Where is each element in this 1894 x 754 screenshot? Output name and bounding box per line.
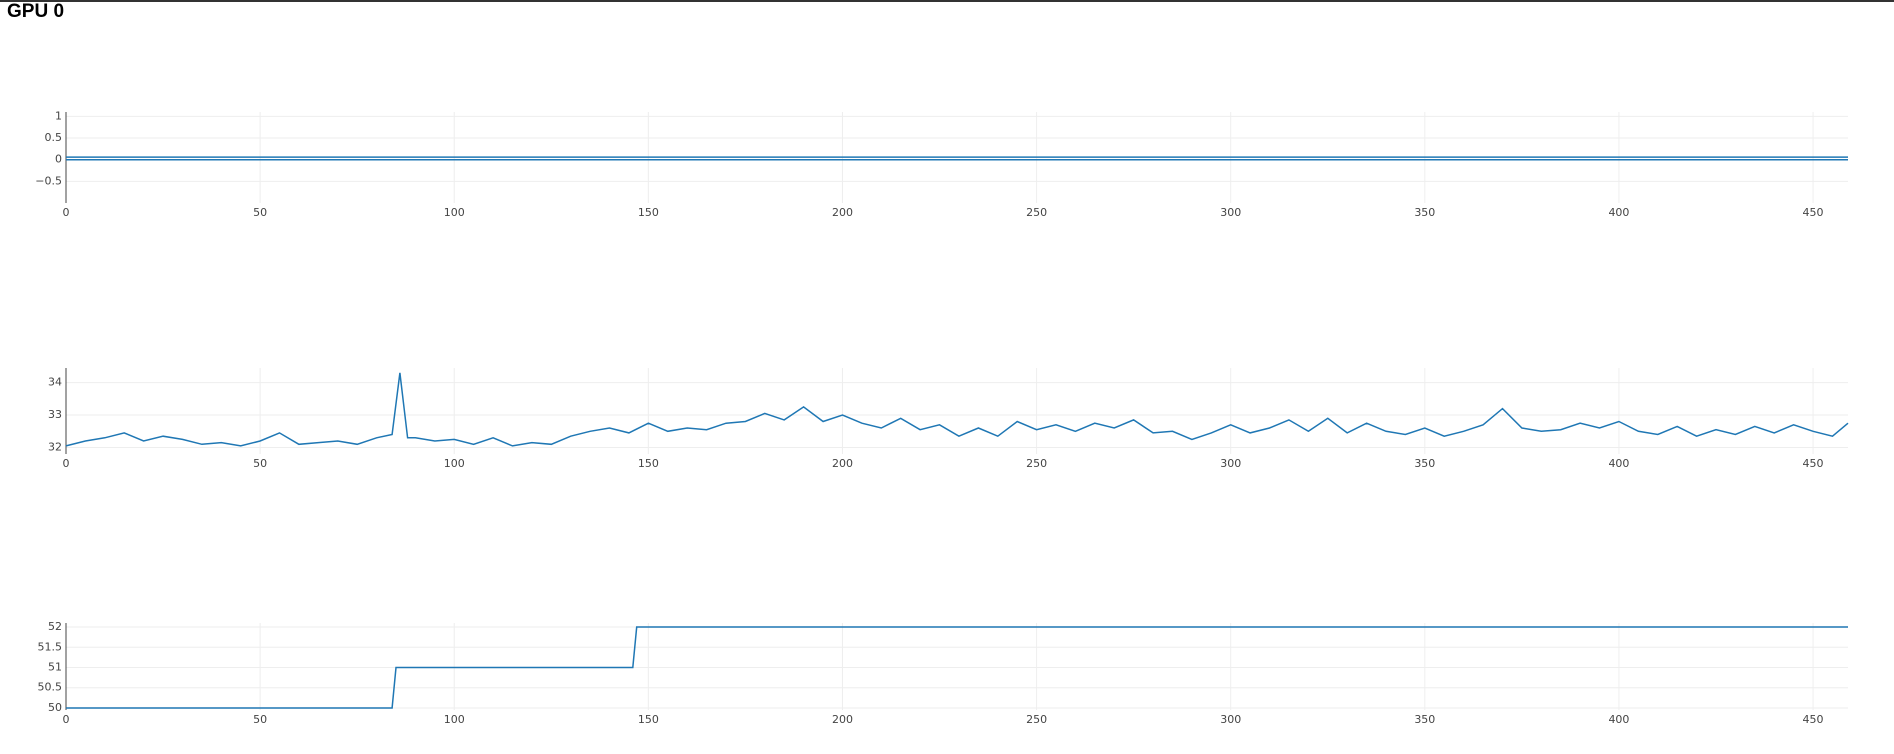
x-tick-label: 350	[1414, 713, 1435, 726]
x-tick-label: 450	[1803, 206, 1824, 219]
x-tick-label: 50	[253, 713, 267, 726]
page-title: GPU 0	[7, 1, 64, 22]
y-tick-label: −0.5	[35, 174, 62, 187]
x-tick-label: 0	[63, 713, 70, 726]
x-tick-label: 350	[1414, 206, 1435, 219]
x-tick-label: 250	[1026, 457, 1047, 470]
x-tick-label: 50	[253, 457, 267, 470]
y-tick-label: 1	[55, 109, 62, 122]
y-tick-label: 52	[48, 620, 62, 633]
y-tick-label: 50.5	[38, 681, 63, 694]
x-tick-label: 250	[1026, 206, 1047, 219]
x-tick-label: 50	[253, 206, 267, 219]
x-tick-label: 450	[1803, 457, 1824, 470]
y-tick-label: 0.5	[45, 131, 63, 144]
x-tick-label: 300	[1220, 457, 1241, 470]
y-tick-label: 0	[55, 153, 62, 166]
y-tick-label: 50	[48, 701, 62, 714]
y-tick-label: 51	[48, 661, 62, 674]
data-line	[65, 372, 1849, 447]
x-tick-label: 450	[1803, 713, 1824, 726]
y-tick-label: 51.5	[38, 640, 63, 653]
x-tick-label: 0	[63, 457, 70, 470]
x-tick-label: 150	[638, 457, 659, 470]
x-tick-label: 300	[1220, 713, 1241, 726]
x-tick-label: 100	[444, 206, 465, 219]
x-tick-label: 300	[1220, 206, 1241, 219]
x-tick-label: 100	[444, 713, 465, 726]
x-tick-label: 250	[1026, 713, 1047, 726]
x-tick-label: 200	[832, 206, 853, 219]
x-tick-label: 200	[832, 457, 853, 470]
y-tick-label: 32	[48, 441, 62, 454]
x-tick-label: 100	[444, 457, 465, 470]
x-tick-label: 350	[1414, 457, 1435, 470]
x-tick-label: 150	[638, 206, 659, 219]
y-tick-label: 33	[48, 408, 62, 421]
y-tick-label: 34	[48, 376, 62, 389]
data-line	[66, 626, 1848, 709]
x-tick-label: 400	[1608, 457, 1629, 470]
x-tick-label: 150	[638, 713, 659, 726]
x-tick-label: 400	[1608, 206, 1629, 219]
x-tick-label: 200	[832, 713, 853, 726]
x-tick-label: 0	[63, 206, 70, 219]
x-tick-label: 400	[1608, 713, 1629, 726]
